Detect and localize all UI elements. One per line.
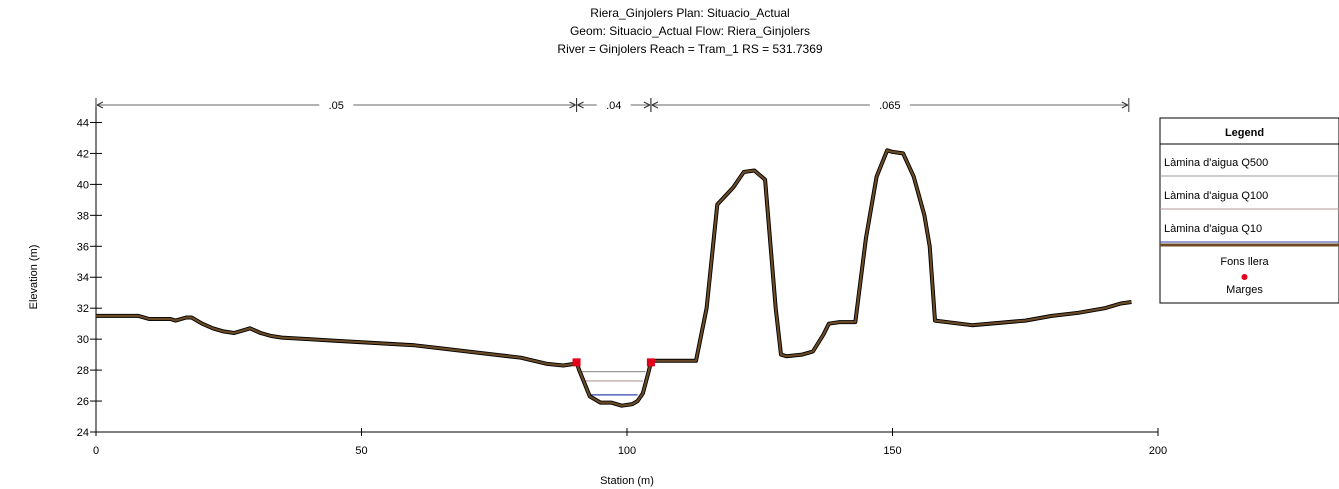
legend-entry-label: Làmina d'aigua Q500 [1164, 157, 1268, 169]
y-tick-label: 38 [77, 210, 89, 222]
manning-arrow [1121, 101, 1129, 109]
x-tick-label: 100 [618, 445, 636, 457]
ground-profile [96, 148, 1132, 408]
legend-marker-swatch [1241, 274, 1248, 280]
bank-stations [572, 358, 655, 367]
y-tick-label: 28 [77, 365, 89, 377]
manning-region: .04 [576, 98, 652, 112]
legend-title: Legend [1225, 127, 1264, 139]
y-tick-label: 34 [77, 272, 89, 284]
title-line-1: Riera_Ginjolers Plan: Situacio_Actual [590, 6, 789, 20]
y-tick-label: 42 [77, 148, 89, 160]
manning-region: .05 [95, 98, 578, 112]
legend-entry-label: Làmina d'aigua Q10 [1164, 223, 1262, 235]
legend-entry-label: Marges [1226, 284, 1263, 296]
chart-title: Riera_Ginjolers Plan: Situacio_Actual Ge… [557, 6, 822, 56]
x-tick-label: 0 [93, 445, 99, 457]
manning-label: .04 [606, 100, 621, 112]
y-tick-label: 30 [77, 334, 89, 346]
y-tick-label: 26 [77, 396, 89, 408]
water-surfaces [581, 371, 646, 396]
y-tick-label: 32 [77, 303, 89, 315]
x-axis-label: Station (m) [600, 475, 654, 487]
x-tick-label: 200 [1149, 445, 1167, 457]
manning-arrow [651, 101, 659, 109]
legend: Legend Làmina d'aigua Q500 Làmina d'aigua … [1159, 117, 1339, 304]
manning-arrow [96, 101, 104, 109]
ground-outline [96, 148, 1132, 408]
legend-box [1159, 117, 1339, 304]
legend-entry-label: Fons llera [1220, 256, 1269, 268]
x-tick-label: 150 [883, 445, 901, 457]
manning-arrow [643, 101, 651, 109]
bank-station-marker [646, 358, 655, 367]
axes: 0 50 100 150 200 24 26 28 30 32 34 36 38 40 42 44 [77, 107, 1167, 457]
manning-arrow [577, 101, 584, 109]
title-line-2: Geom: Situacio_Actual Flow: Riera_Ginjol… [570, 24, 810, 38]
manning-label: .065 [879, 100, 900, 112]
title-line-3: River = Ginjolers Reach = Tram_1 RS = 53… [557, 42, 822, 56]
legend-entry-label: Làmina d'aigua Q100 [1164, 190, 1268, 202]
y-tick-label: 44 [77, 117, 89, 129]
y-tick-label: 36 [77, 241, 89, 253]
manning-regions: .05 .04 .065 [95, 98, 1130, 112]
x-tick-label: 50 [355, 445, 367, 457]
y-tick-label: 40 [77, 179, 89, 191]
y-axis-label: Elevation (m) [28, 245, 40, 310]
ground-line [96, 149, 1132, 407]
bank-station-marker [572, 358, 581, 367]
manning-label: .05 [329, 100, 344, 112]
y-tick-label: 24 [77, 427, 89, 439]
manning-arrow [569, 101, 576, 109]
manning-region: .065 [650, 98, 1130, 112]
